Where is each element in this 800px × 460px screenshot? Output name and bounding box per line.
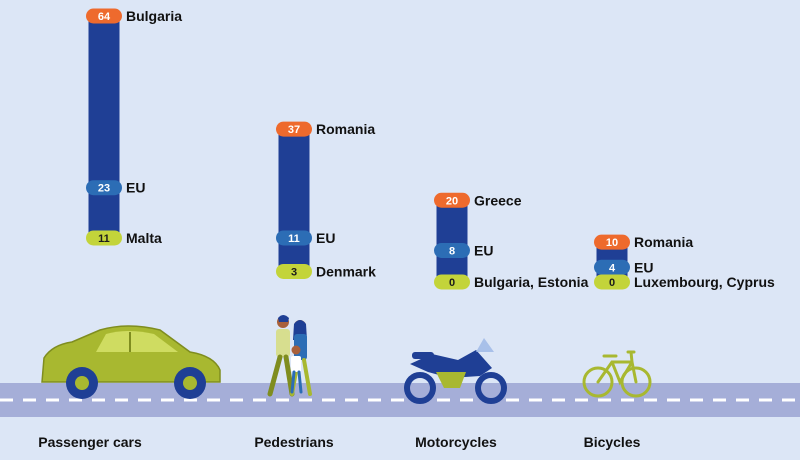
- category-label-2: Motorcycles: [415, 434, 497, 450]
- range-bar-0: [88, 16, 120, 238]
- min-value-label-0: 11: [98, 233, 110, 245]
- eu-value-label-2: 8: [449, 246, 455, 258]
- max-marker-1: [276, 121, 312, 137]
- max-value-label-3: 10: [606, 237, 618, 249]
- max-value-label-1: 37: [288, 124, 300, 136]
- max-country-label-3: Romania: [634, 234, 693, 250]
- max-country-label-1: Romania: [316, 121, 375, 137]
- max-marker-3: [594, 234, 630, 250]
- eu-marker-0: [86, 180, 122, 196]
- min-marker-0: [86, 230, 122, 246]
- eu-value-label-1: 11: [288, 233, 300, 245]
- pedestrians-icon: [267, 315, 312, 397]
- eu-value-label-0: 23: [98, 183, 110, 195]
- motorcycle-icon: [404, 338, 507, 404]
- min-marker-2: [434, 274, 470, 290]
- category-label-3: Bicycles: [584, 434, 641, 450]
- min-value-label-2: 0: [449, 277, 455, 289]
- eu-country-label-3: EU: [634, 259, 653, 275]
- category-label-1: Pedestrians: [254, 434, 334, 450]
- eu-country-label-2: EU: [474, 243, 493, 259]
- category-label-0: Passenger cars: [38, 434, 142, 450]
- range-bar-1: [278, 129, 310, 272]
- eu-marker-2: [434, 243, 470, 258]
- car-icon: [41, 325, 221, 399]
- min-country-label-2: Bulgaria, Estonia: [474, 274, 589, 290]
- eu-country-label-1: EU: [316, 230, 335, 246]
- range-bar-2: [436, 200, 468, 284]
- eu-marker-3: [594, 259, 630, 275]
- min-country-label-0: Malta: [126, 230, 162, 246]
- min-marker-1: [276, 263, 312, 279]
- bicycle-icon: [582, 350, 652, 398]
- min-value-label-3: 0: [609, 277, 615, 289]
- max-marker-2: [434, 192, 470, 208]
- max-value-label-0: 64: [98, 11, 111, 23]
- min-country-label-1: Denmark: [316, 263, 376, 279]
- bars-layer: 64 Bulgaria 23 EU 11 Malta 37 Romania 11 EU 3 Denma…: [86, 8, 775, 290]
- min-value-label-1: 3: [291, 266, 297, 278]
- max-value-label-2: 20: [446, 195, 458, 207]
- min-marker-3: [594, 274, 630, 290]
- max-marker-0: [86, 8, 122, 24]
- road: [0, 383, 800, 417]
- eu-value-label-3: 4: [609, 262, 616, 274]
- category-labels: Passenger cars Pedestrians Motorcycles Bicy…: [38, 434, 640, 450]
- eu-country-label-0: EU: [126, 180, 145, 196]
- eu-marker-1: [276, 230, 312, 246]
- max-country-label-0: Bulgaria: [126, 8, 182, 24]
- min-country-label-3: Luxembourg, Cyprus: [634, 274, 775, 290]
- max-country-label-2: Greece: [474, 192, 522, 208]
